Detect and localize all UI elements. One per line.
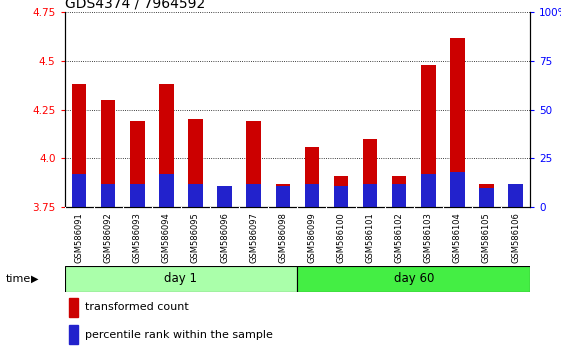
Text: ▶: ▶ [31, 274, 38, 284]
Text: GSM586106: GSM586106 [511, 212, 520, 263]
Text: GSM586103: GSM586103 [424, 212, 433, 263]
Text: GSM586094: GSM586094 [162, 212, 171, 263]
Bar [246, 184, 261, 207]
Text: day 1: day 1 [164, 272, 197, 285]
Text: time: time [6, 274, 31, 284]
Text: GSM586093: GSM586093 [133, 212, 142, 263]
Text: GSM586098: GSM586098 [278, 212, 287, 263]
Bar [421, 65, 435, 207]
Bar [65, 266, 297, 292]
Text: GSM586096: GSM586096 [220, 212, 229, 263]
Bar [363, 184, 378, 207]
Bar [188, 120, 203, 207]
Bar [508, 184, 523, 207]
Text: GSM586105: GSM586105 [482, 212, 491, 263]
Text: GSM586102: GSM586102 [395, 212, 404, 263]
Bar [363, 139, 378, 207]
Bar [69, 297, 77, 317]
Bar [334, 176, 348, 207]
Bar [479, 184, 494, 207]
Text: GSM586091: GSM586091 [75, 212, 84, 263]
Bar [479, 188, 494, 207]
Bar [450, 38, 465, 207]
Bar [188, 184, 203, 207]
Text: day 60: day 60 [394, 272, 434, 285]
Bar [305, 184, 319, 207]
Bar [159, 85, 174, 207]
Bar [275, 184, 290, 207]
Bar [101, 100, 116, 207]
Text: GSM586092: GSM586092 [104, 212, 113, 263]
Bar [72, 174, 86, 207]
Bar [159, 174, 174, 207]
Bar [101, 184, 116, 207]
Text: GSM586101: GSM586101 [366, 212, 375, 263]
Text: GSM586097: GSM586097 [249, 212, 258, 263]
Bar [217, 186, 232, 207]
Bar [246, 121, 261, 207]
Bar [72, 85, 86, 207]
Bar [305, 147, 319, 207]
Bar [297, 266, 530, 292]
Text: GSM586095: GSM586095 [191, 212, 200, 263]
Text: GSM586099: GSM586099 [307, 212, 316, 263]
Bar [69, 325, 77, 344]
Bar [508, 184, 523, 207]
Text: transformed count: transformed count [85, 302, 188, 313]
Bar [130, 121, 145, 207]
Bar [392, 176, 407, 207]
Text: GSM586100: GSM586100 [337, 212, 346, 263]
Bar [130, 184, 145, 207]
Bar [421, 174, 435, 207]
Bar [450, 172, 465, 207]
Text: percentile rank within the sample: percentile rank within the sample [85, 330, 273, 340]
Bar [392, 184, 407, 207]
Text: GDS4374 / 7964592: GDS4374 / 7964592 [65, 0, 205, 11]
Bar [275, 186, 290, 207]
Text: GSM586104: GSM586104 [453, 212, 462, 263]
Bar [334, 186, 348, 207]
